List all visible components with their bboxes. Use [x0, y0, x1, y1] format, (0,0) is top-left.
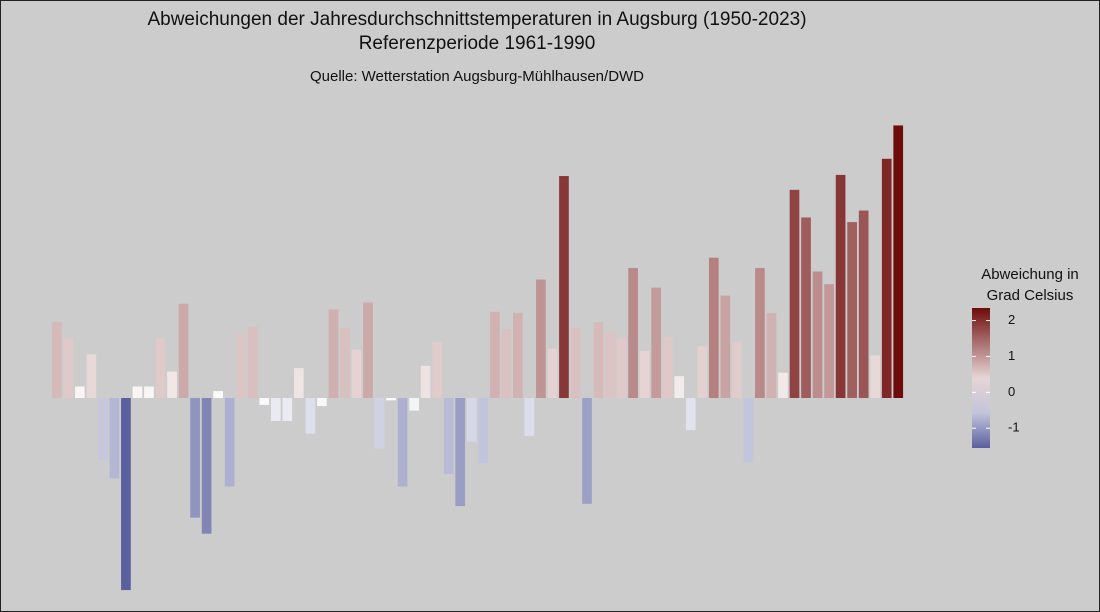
bar [305, 398, 316, 434]
bar [455, 398, 466, 507]
bar [858, 210, 869, 398]
bar [86, 354, 97, 398]
bar [478, 398, 489, 464]
bar [144, 386, 154, 398]
bar [489, 311, 500, 398]
bar [685, 398, 696, 431]
bar [247, 326, 258, 398]
bar [847, 222, 857, 398]
bar [501, 329, 512, 398]
bar [870, 355, 881, 398]
bar [317, 398, 327, 407]
bar [662, 337, 673, 398]
bar [536, 279, 546, 398]
bar [74, 386, 85, 398]
bar [121, 398, 131, 591]
bar [708, 257, 719, 398]
colorbar-tick-label: 2 [1008, 312, 1015, 327]
chart-subtitle: Referenzperiode 1961-1990 [359, 33, 596, 54]
bar [778, 372, 788, 398]
bar [132, 386, 143, 398]
bar [270, 398, 281, 421]
bar [605, 332, 615, 398]
bar [167, 371, 177, 398]
bar [236, 333, 247, 398]
colorbar [972, 308, 990, 448]
bar [293, 368, 304, 398]
bar [259, 398, 270, 405]
bar [616, 338, 627, 398]
bar [559, 176, 569, 398]
bar [340, 327, 350, 398]
bar [109, 398, 120, 479]
colorbar-tick-label: -1 [1008, 420, 1020, 435]
chart-title: Abweichungen der Jahresdurchschnittstemp… [147, 9, 806, 30]
bar [755, 268, 765, 398]
bar [443, 398, 454, 474]
bar [582, 398, 592, 504]
bar [351, 349, 362, 398]
bar [570, 327, 581, 398]
bar [766, 312, 777, 398]
bar [524, 398, 535, 436]
bar [409, 398, 419, 411]
bar [178, 303, 189, 398]
bar [224, 398, 235, 487]
legend-title: Grad Celsius [987, 287, 1074, 304]
bar [190, 398, 200, 518]
bar [801, 217, 811, 398]
bar [201, 398, 212, 534]
colorbar-tick-label: 1 [1008, 348, 1015, 363]
bar [98, 398, 108, 461]
bar [674, 376, 685, 398]
bar [397, 398, 408, 487]
bar [732, 341, 742, 398]
bar [881, 158, 892, 398]
bar [63, 338, 74, 398]
bar [386, 398, 396, 401]
bar [824, 284, 834, 398]
bar [893, 125, 904, 398]
colorbar-tick-label: 0 [1008, 384, 1015, 399]
bar [374, 398, 385, 449]
bar [155, 338, 166, 398]
legend-title: Abweichung in [981, 266, 1079, 283]
bar [420, 365, 431, 398]
bar [328, 309, 339, 398]
bar [743, 398, 754, 463]
bar [282, 398, 293, 421]
bar [835, 174, 846, 398]
caption: Quelle: Wetterstation Augsburg-Mühlhause… [310, 68, 644, 85]
bar [51, 322, 62, 398]
bar [628, 268, 638, 398]
bar [697, 346, 708, 398]
bar [720, 295, 731, 398]
bar [513, 312, 523, 398]
bar [547, 348, 558, 398]
bar [213, 391, 223, 398]
bar [639, 350, 650, 398]
bar [593, 322, 604, 398]
bar [432, 341, 442, 398]
bar [466, 398, 477, 442]
bar [812, 271, 823, 398]
bar [363, 302, 373, 398]
bar [651, 287, 662, 398]
bar [789, 189, 800, 398]
